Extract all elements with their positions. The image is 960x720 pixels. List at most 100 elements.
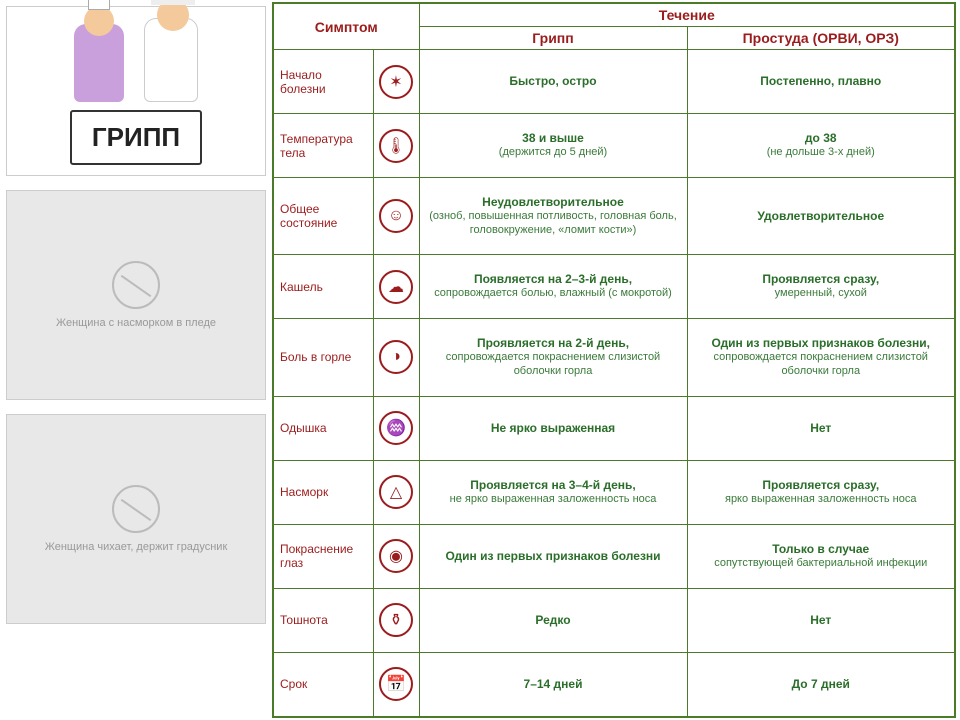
throat-icon: ◑ <box>379 340 413 374</box>
photo-alt-2: Женщина чихает, держит градусник <box>45 541 228 553</box>
symptom-cell: Насморк <box>273 460 373 524</box>
header-symptom: Симптом <box>273 3 419 50</box>
flu-main: 7–14 дней <box>524 677 583 691</box>
symptom-cell: Боль в горле <box>273 319 373 396</box>
cold-cell: Нет <box>687 588 955 652</box>
table-row: Кашель☁Появляется на 2–3-й день,сопровож… <box>273 255 955 319</box>
cold-cell: Нет <box>687 396 955 460</box>
flu-sub: не ярко выраженная заложенность носа <box>424 493 683 507</box>
flu-sub: сопровождается покраснением слизистой об… <box>424 351 683 379</box>
cough-icon: ☁ <box>379 270 413 304</box>
cold-sub: умеренный, сухой <box>692 287 951 301</box>
sick-photo-2: Женщина чихает, держит градусник <box>6 414 266 624</box>
photo-placeholder-icon <box>112 485 160 533</box>
symptom-cell: Температура тела <box>273 114 373 178</box>
sick-photo-1: Женщина с насморком в пледе <box>6 190 266 400</box>
symptom-cell: Покраснение глаз <box>273 524 373 588</box>
comparison-table-wrap: Симптом Течение Грипп Простуда (ОРВИ, ОР… <box>272 0 960 720</box>
table-row: Общее состояние☺Неудовлетворительное(озн… <box>273 178 955 255</box>
cold-sub: сопутствующей бактериальной инфекции <box>692 557 951 571</box>
cold-main: Один из первых признаков болезни, <box>712 336 930 350</box>
flu-main: Один из первых признаков болезни <box>445 549 660 563</box>
cold-sub: сопровождается покраснением слизистой об… <box>692 351 951 379</box>
flu-main: 38 и выше <box>522 131 584 145</box>
symptom-cell: Начало болезни <box>273 50 373 114</box>
cold-main: до 38 <box>805 131 837 145</box>
table-row: Температура тела🌡38 и выше(держится до 5… <box>273 114 955 178</box>
flu-cell: Неудовлетворительное(озноб, повышенная п… <box>419 178 687 255</box>
flu-cell: 7–14 дней <box>419 652 687 717</box>
table-row: Покраснение глаз◉ Один из первых признако… <box>273 524 955 588</box>
table-row: Насморк△ Проявляется на 3–4-й день,не ярк… <box>273 460 955 524</box>
cold-main: Проявляется сразу, <box>762 272 879 286</box>
nausea-icon: ⚱ <box>379 603 413 637</box>
symptom-cell: Тошнота <box>273 588 373 652</box>
cold-sub: (не дольше 3-х дней) <box>692 146 951 160</box>
cold-cell: Один из первых признаков болезни,сопрово… <box>687 319 955 396</box>
cold-cell: До 7 дней <box>687 652 955 717</box>
symptom-cell: Срок <box>273 652 373 717</box>
icon-cell: ◑ <box>373 319 419 396</box>
cold-main: Постепенно, плавно <box>760 74 881 88</box>
flu-main: Неудовлетворительное <box>482 195 624 209</box>
flu-main: Проявляется на 2-й день, <box>477 336 629 350</box>
nose-icon: △ <box>379 475 413 509</box>
cold-cell: Проявляется сразу,ярко выраженная заложе… <box>687 460 955 524</box>
flu-main: Проявляется на 3–4-й день, <box>470 478 635 492</box>
photo-alt-1: Женщина с насморком в пледе <box>56 317 216 329</box>
icon-cell: △ <box>373 460 419 524</box>
cold-cell: Удовлетворительное <box>687 178 955 255</box>
icon-cell: 📅 <box>373 652 419 717</box>
icon-cell: ◉ <box>373 524 419 588</box>
icon-cell: 🌡 <box>373 114 419 178</box>
flu-cold-table: Симптом Течение Грипп Простуда (ОРВИ, ОР… <box>272 2 956 718</box>
flu-cell: Редко <box>419 588 687 652</box>
cold-main: Только в случае <box>772 542 869 556</box>
cold-main: До 7 дней <box>792 677 850 691</box>
left-image-column: ГРИПП Женщина с насморком в пледе Женщин… <box>0 0 272 720</box>
calendar-icon: 📅 <box>379 667 413 701</box>
cold-cell: Только в случаесопутствующей бактериальн… <box>687 524 955 588</box>
header-cold: Простуда (ОРВИ, ОРЗ) <box>687 27 955 50</box>
icon-cell: ✶ <box>373 50 419 114</box>
cold-main: Нет <box>810 421 831 435</box>
flu-main: Не ярко выраженная <box>491 421 615 435</box>
flu-cell: Один из первых признаков болезни <box>419 524 687 588</box>
cold-main: Нет <box>810 613 831 627</box>
flu-sub: сопровождается болью, влажный (с мокрото… <box>424 287 683 301</box>
thermometer-icon: 🌡 <box>379 129 413 163</box>
symptom-cell: Одышка <box>273 396 373 460</box>
eye-icon: ◉ <box>379 539 413 573</box>
table-row: Тошнота⚱ Редко Нет <box>273 588 955 652</box>
burst-icon: ✶ <box>379 65 413 99</box>
flu-cell: Быстро, остро <box>419 50 687 114</box>
cold-cell: Проявляется сразу,умеренный, сухой <box>687 255 955 319</box>
icon-cell: ☺ <box>373 178 419 255</box>
flu-sign-label: ГРИПП <box>70 110 202 165</box>
flu-sub: (озноб, повышенная потливость, головная … <box>424 210 683 238</box>
symptom-cell: Общее состояние <box>273 178 373 255</box>
table-row: Срок📅 7–14 дней До 7 дней <box>273 652 955 717</box>
flu-cell: 38 и выше(держится до 5 дней) <box>419 114 687 178</box>
cartoon-image: ГРИПП <box>6 6 266 176</box>
cold-main: Удовлетворительное <box>757 209 884 223</box>
header-course: Течение <box>419 3 955 27</box>
body-icon: ☺ <box>379 199 413 233</box>
header-flu: Грипп <box>419 27 687 50</box>
photo-placeholder-icon <box>112 261 160 309</box>
flu-main: Быстро, остро <box>509 74 596 88</box>
flu-cell: Появляется на 2–3-й день,сопровождается … <box>419 255 687 319</box>
flu-main: Редко <box>535 613 570 627</box>
table-row: Одышка♒ Не ярко выраженная Нет <box>273 396 955 460</box>
table-row: Боль в горле◑Проявляется на 2-й день,соп… <box>273 319 955 396</box>
cold-cell: Постепенно, плавно <box>687 50 955 114</box>
flu-main: Появляется на 2–3-й день, <box>474 272 632 286</box>
icon-cell: ☁ <box>373 255 419 319</box>
icon-cell: ♒ <box>373 396 419 460</box>
flu-cell: Проявляется на 2-й день,сопровождается п… <box>419 319 687 396</box>
lungs-icon: ♒ <box>379 411 413 445</box>
flu-cell: Не ярко выраженная <box>419 396 687 460</box>
table-row: Начало болезни✶ Быстро, остро Постепенно, … <box>273 50 955 114</box>
cold-sub: ярко выраженная заложенность носа <box>692 493 951 507</box>
cold-main: Проявляется сразу, <box>762 478 879 492</box>
